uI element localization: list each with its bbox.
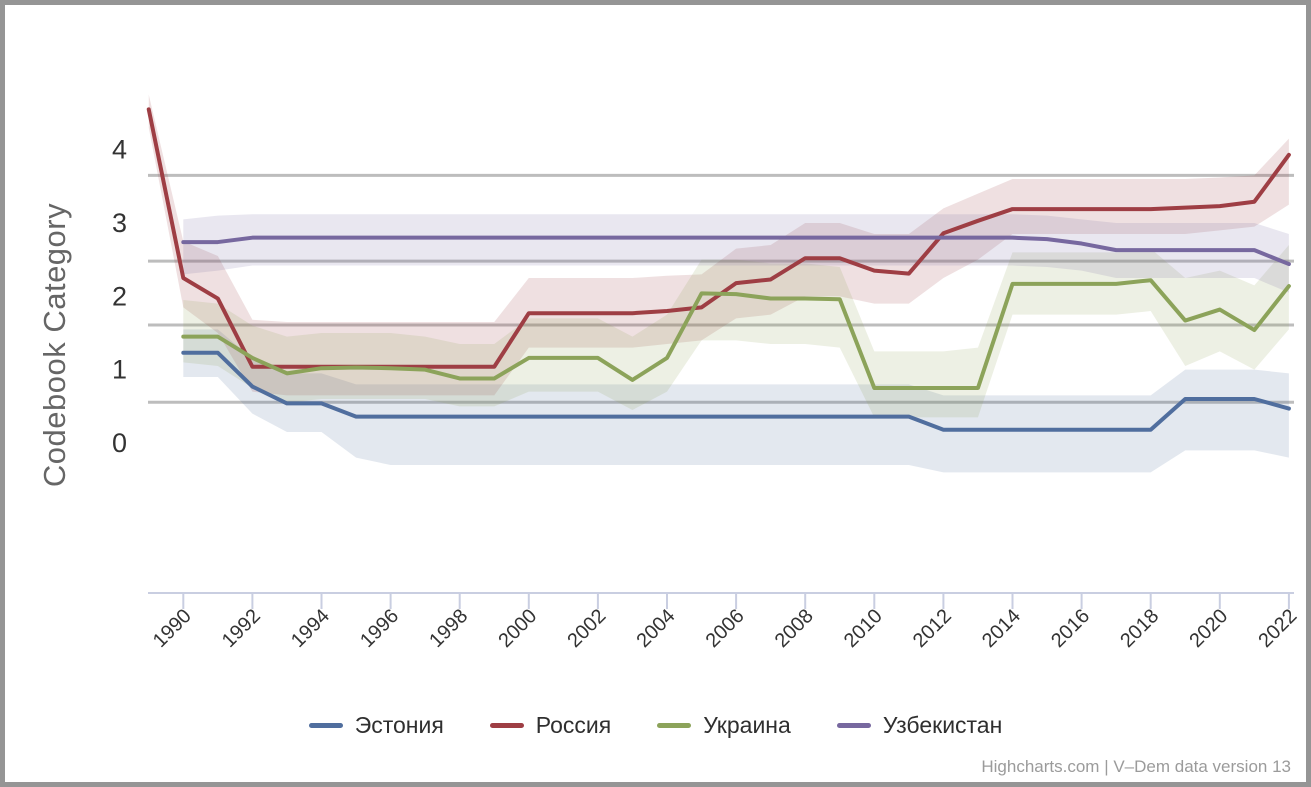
legend-label-uzbekistan: Узбекистан: [882, 712, 1003, 738]
x-tick-label-2004: 2004: [633, 605, 680, 652]
legend-item-uzbekistan[interactable]: Узбекистан: [836, 712, 1003, 739]
y-tick-label-4: 4: [112, 135, 127, 165]
x-tick-label-2008: 2008: [771, 605, 818, 652]
x-tick-label-1998: 1998: [425, 605, 472, 652]
confidence-band-estonia: [183, 329, 1289, 473]
x-tick-label-2020: 2020: [1185, 605, 1232, 652]
legend-marker-uzbekistan: [836, 723, 871, 728]
y-axis-title: Codebook Category: [37, 202, 72, 488]
y-tick-label-0: 0: [112, 428, 127, 458]
y-tick-label-3: 3: [112, 208, 127, 238]
series-line-uzbekistan[interactable]: [181, 235, 1291, 267]
x-tick-label-2000: 2000: [494, 605, 541, 652]
legend-marker-estonia: [308, 723, 343, 728]
y-tick-label-1: 1: [112, 355, 127, 385]
x-tick-label-1992: 1992: [218, 605, 265, 652]
x-tick-label-1994: 1994: [287, 605, 334, 652]
legend-label-estonia: Эстония: [354, 712, 444, 738]
legend-label-russia: Россия: [535, 712, 612, 738]
legend-marker-ukraine: [657, 723, 692, 728]
series-line-ukraine[interactable]: [181, 278, 1291, 391]
x-tick-label-2016: 2016: [1047, 605, 1094, 652]
confidence-band-uzbekistan: [183, 214, 1289, 293]
credits-text[interactable]: Highcharts.com | V–Dem data version 13: [981, 757, 1291, 776]
x-tick-label-2012: 2012: [909, 605, 956, 652]
x-tick-label-1996: 1996: [356, 605, 403, 652]
x-tick-label-1990: 1990: [149, 605, 196, 652]
x-tick-label-2022: 2022: [1254, 605, 1301, 652]
legend-marker-russia: [489, 723, 524, 728]
legend-item-estonia[interactable]: Эстония: [308, 712, 444, 739]
x-tick-label-2010: 2010: [840, 605, 887, 652]
x-tick-label-2014: 2014: [978, 605, 1025, 652]
x-tick-label-2002: 2002: [563, 605, 610, 652]
x-tick-label-2018: 2018: [1116, 605, 1163, 652]
legend-item-russia[interactable]: Россия: [489, 712, 612, 739]
x-tick-label-2006: 2006: [702, 605, 749, 652]
y-tick-label-2: 2: [112, 281, 127, 311]
legend: Эстония Россия Украина Узбекистан: [0, 712, 1311, 739]
legend-item-ukraine[interactable]: Украина: [657, 712, 791, 739]
series-line-estonia[interactable]: [181, 350, 1291, 432]
legend-label-ukraine: Украина: [703, 712, 791, 738]
